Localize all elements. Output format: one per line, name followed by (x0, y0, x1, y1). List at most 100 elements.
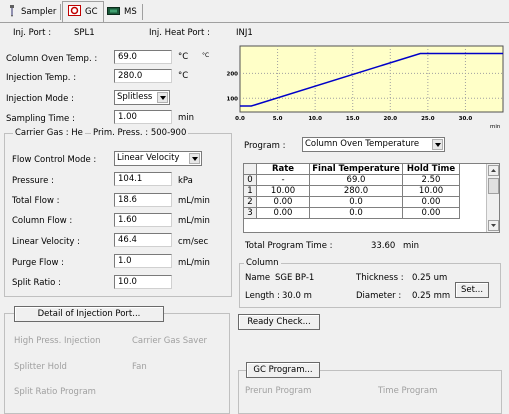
program-table-container: Rate Final Temperature Hold Time 0 - 69.… (243, 163, 500, 233)
rate-cell[interactable]: 0.00 (256, 196, 310, 208)
chart-x-tick-label: 10.0 (308, 116, 322, 122)
purge-flow-unit: mL/min (178, 258, 210, 268)
purge-flow-label: Purge Flow : (12, 258, 65, 268)
fan-option: Fan (132, 362, 147, 372)
injection-temp-label: Injection Temp. : (6, 73, 77, 83)
hold-time-cell[interactable]: 0.00 (402, 207, 460, 219)
final-temperature-cell[interactable]: 69.0 (309, 174, 403, 186)
pressure-unit: kPa (178, 176, 193, 186)
column-name-value: SGE BP-1 (275, 273, 315, 283)
chart-x-tick-label: 15.0 (346, 116, 360, 122)
table-row[interactable]: 1 10.00 280.0 10.00 (243, 185, 460, 197)
table-scrollbar[interactable] (486, 164, 499, 232)
tab-divider (60, 4, 61, 20)
program-value: Column Oven Temperature (305, 139, 420, 149)
rate-cell[interactable]: 0.00 (256, 207, 310, 219)
rate-cell[interactable]: 10.00 (256, 185, 310, 197)
chart-y-unit: °C (202, 52, 210, 59)
thickness-value: 0.25 um (412, 273, 448, 283)
final-temperature-header: Final Temperature (309, 163, 403, 175)
gc-program-button[interactable]: GC Program... (246, 362, 320, 378)
chart-x-axis-label: min (490, 124, 501, 130)
sampling-time-label: Sampling Time : (6, 114, 75, 124)
flow-control-select[interactable]: Linear Velocity (114, 151, 202, 166)
chevron-down-icon[interactable] (189, 153, 200, 164)
final-temperature-cell[interactable]: 0.0 (309, 207, 403, 219)
column-name-label: Name (245, 273, 271, 283)
scroll-down-button[interactable] (488, 220, 499, 231)
program-label: Program : (244, 141, 286, 151)
sampling-time-unit: min (178, 113, 195, 123)
column-flow-unit: mL/min (178, 216, 210, 226)
chart-grid (240, 46, 503, 112)
rate-cell[interactable]: - (256, 174, 310, 186)
program-select[interactable]: Column Oven Temperature (302, 137, 445, 152)
injection-temp-input[interactable]: 280.0 (114, 69, 172, 83)
hold-time-cell[interactable]: 2.50 (402, 174, 460, 186)
column-group (239, 263, 501, 308)
inj-heat-port-label: Inj. Heat Port : (149, 28, 210, 38)
chart-series-line (240, 52, 503, 107)
column-group-title: Column (244, 258, 281, 268)
hold-time-cell[interactable]: 10.00 (402, 185, 460, 197)
tab-sampler-label: Sampler (21, 7, 57, 17)
detail-injection-port-button[interactable]: Detail of Injection Port... (14, 306, 164, 322)
column-flow-label: Column Flow : (12, 216, 73, 226)
high-press-injection-option: High Press. Injection (14, 336, 101, 346)
chart-x-tick-label: 0.0 (235, 116, 245, 122)
injection-mode-label: Injection Mode : (6, 94, 74, 104)
chart-x-tick-label: 20.0 (383, 116, 397, 122)
row-number: 1 (243, 185, 257, 197)
column-flow-input[interactable]: 1.60 (114, 213, 172, 227)
total-flow-unit: mL/min (178, 196, 210, 206)
tab-sampler[interactable]: Sampler (2, 3, 61, 21)
linear-velocity-input[interactable]: 46.4 (114, 233, 172, 247)
inj-port-value: SPL1 (74, 28, 95, 38)
oven-temperature-chart: 0.0 5.0 10.0 15.0 20.0 25.0 30.0 100 200 min (227, 45, 504, 130)
ms-icon (107, 6, 120, 19)
total-flow-input[interactable]: 18.6 (114, 193, 172, 207)
scroll-thumb[interactable] (488, 178, 499, 194)
chart-y-tick-label: 200 (227, 71, 239, 77)
table-corner-cell (243, 163, 257, 175)
row-number: 3 (243, 207, 257, 219)
final-temperature-cell[interactable]: 0.0 (309, 196, 403, 208)
flow-control-label: Flow Control Mode : (12, 155, 97, 165)
splitter-hold-option: Splitter Hold (14, 362, 67, 372)
carrier-gas-label: Carrier Gas : He (13, 128, 85, 138)
injection-mode-select[interactable]: Splitless (114, 90, 170, 105)
program-table: Rate Final Temperature Hold Time 0 - 69.… (243, 163, 460, 219)
tab-gc[interactable]: GC (62, 1, 104, 22)
chart-y-tick-label: 100 (227, 96, 239, 102)
chevron-up-icon (491, 169, 496, 172)
tab-ms-label: MS (124, 7, 137, 17)
chevron-down-icon[interactable] (157, 92, 168, 103)
total-flow-label: Total Flow : (12, 196, 60, 206)
time-program-option: Time Program (378, 386, 438, 396)
table-row[interactable]: 2 0.00 0.0 0.00 (243, 196, 460, 208)
total-program-time-label: Total Program Time : (245, 241, 333, 251)
ready-check-button[interactable]: Ready Check... (238, 314, 320, 330)
total-program-time-unit: min (403, 241, 420, 251)
flow-control-value: Linear Velocity (117, 153, 180, 163)
scroll-up-button[interactable] (488, 165, 499, 176)
tab-gc-label: GC (85, 7, 98, 17)
gc-oven-icon (68, 5, 81, 19)
tab-ms[interactable]: MS (102, 3, 142, 21)
set-column-button[interactable]: Set... (455, 282, 489, 298)
carrier-gas-saver-option: Carrier Gas Saver (132, 336, 208, 346)
split-ratio-input[interactable]: 10.0 (114, 275, 172, 289)
chart-x-tick-label: 25.0 (421, 116, 435, 122)
table-row[interactable]: 3 0.00 0.0 0.00 (243, 207, 460, 219)
table-row[interactable]: 0 - 69.0 2.50 (243, 174, 460, 186)
hold-time-cell[interactable]: 0.00 (402, 196, 460, 208)
final-temperature-cell[interactable]: 280.0 (309, 185, 403, 197)
pressure-input[interactable]: 104.1 (114, 172, 172, 186)
sampling-time-input[interactable]: 1.00 (114, 110, 172, 124)
diameter-value: 0.25 mm (412, 291, 451, 301)
chart-x-tick-label: 5.0 (273, 116, 283, 122)
column-oven-temp-input[interactable]: 69.0 (114, 50, 172, 64)
chevron-down-icon[interactable] (432, 139, 443, 150)
linear-velocity-unit: cm/sec (178, 237, 209, 247)
purge-flow-input[interactable]: 1.0 (114, 254, 172, 268)
